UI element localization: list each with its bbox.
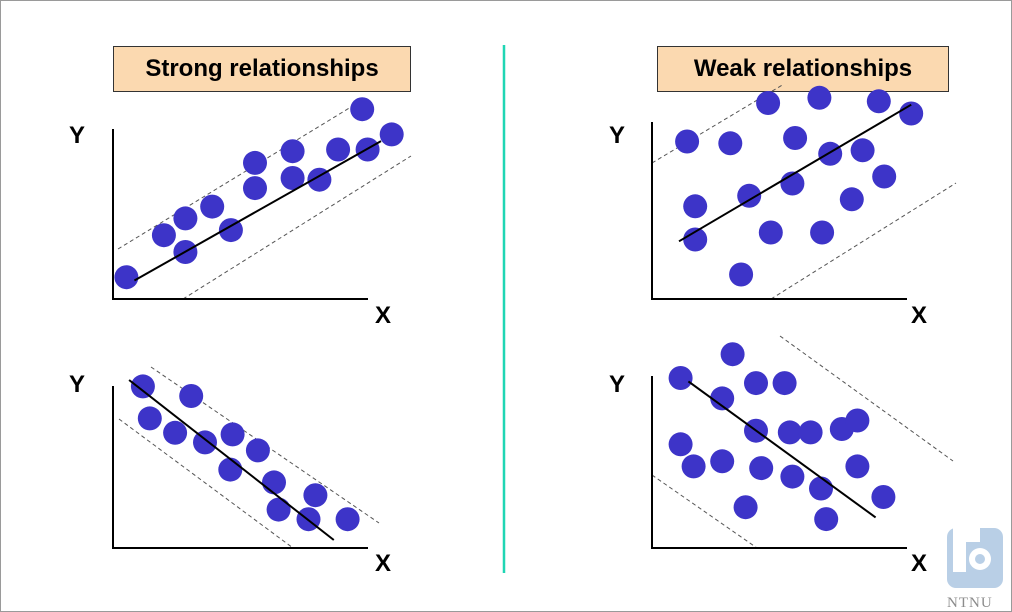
data-point (850, 138, 875, 163)
ntnu-logo: NTNU (947, 528, 1003, 611)
trend-line (678, 103, 912, 243)
data-point (718, 131, 743, 156)
data-point (729, 262, 754, 287)
data-point (173, 206, 198, 231)
ntnu-logo-text: NTNU (947, 595, 993, 611)
data-point (772, 371, 797, 396)
data-point (218, 457, 243, 482)
x-axis-label: X (375, 550, 391, 577)
data-point (809, 476, 833, 501)
data-point (749, 456, 774, 481)
y-axis-label: Y (609, 371, 625, 398)
strong-negative-panel: YX (69, 366, 391, 577)
data-point (733, 495, 758, 520)
x-axis-label: X (375, 302, 391, 329)
band-line (117, 106, 352, 250)
data-point (130, 374, 155, 399)
data-point (335, 507, 360, 532)
band-line (118, 418, 294, 549)
data-point (814, 507, 839, 532)
data-point (839, 187, 864, 212)
data-point (807, 85, 832, 110)
y-axis-label: Y (609, 122, 625, 149)
data-point (303, 483, 328, 508)
strong-positive-panel: YX (69, 97, 412, 329)
data-point (220, 422, 245, 447)
data-point (307, 167, 332, 192)
data-point (137, 406, 162, 431)
weak-relationships-title: Weak relationships (657, 46, 949, 92)
band-line (182, 155, 412, 300)
data-point (777, 420, 802, 445)
data-point (243, 150, 267, 175)
data-point (668, 432, 693, 457)
data-point (783, 126, 808, 150)
weak-negative-panel: YX (609, 335, 954, 577)
data-point (756, 91, 781, 115)
data-point (744, 371, 768, 396)
data-point (114, 265, 139, 290)
data-point (710, 386, 735, 411)
data-point (710, 449, 735, 474)
band-line (651, 474, 758, 549)
data-point (866, 89, 891, 114)
data-point (280, 166, 305, 190)
data-point (266, 497, 291, 522)
data-point (683, 227, 708, 252)
data-point (758, 220, 783, 245)
data-point (681, 454, 706, 479)
x-axis-label: X (911, 550, 927, 577)
data-point (798, 420, 823, 445)
data-point (720, 342, 745, 367)
data-point (810, 220, 835, 245)
band-line (770, 182, 957, 300)
axes (112, 129, 368, 300)
strong-relationships-title: Strong relationships (113, 46, 411, 92)
data-point (151, 223, 176, 248)
data-point (737, 183, 762, 208)
x-axis-label: X (911, 302, 927, 329)
axes (651, 376, 907, 549)
weak-positive-panel: YX (609, 83, 957, 329)
data-point (350, 97, 375, 122)
data-point (845, 454, 870, 479)
data-point (818, 141, 843, 166)
data-point (326, 137, 351, 162)
data-point (871, 485, 896, 509)
trend-line (133, 140, 382, 282)
band-line (779, 335, 954, 462)
data-point (675, 129, 700, 154)
trend-line (687, 380, 877, 519)
data-point (245, 438, 270, 463)
data-point (193, 430, 217, 455)
data-point (163, 420, 188, 445)
data-point (668, 366, 693, 390)
data-point (243, 176, 267, 201)
data-point (262, 470, 286, 495)
data-point (780, 464, 805, 489)
trend-line (128, 379, 335, 541)
data-point (872, 164, 897, 189)
data-point (845, 408, 870, 433)
data-point (683, 194, 708, 219)
data-point (379, 122, 404, 147)
axes (112, 386, 368, 549)
y-axis-label: Y (69, 371, 85, 398)
y-axis-label: Y (69, 122, 85, 149)
data-point (200, 194, 225, 219)
data-point (280, 139, 305, 164)
axes (651, 122, 907, 300)
data-point (218, 218, 243, 243)
data-point (179, 384, 204, 408)
